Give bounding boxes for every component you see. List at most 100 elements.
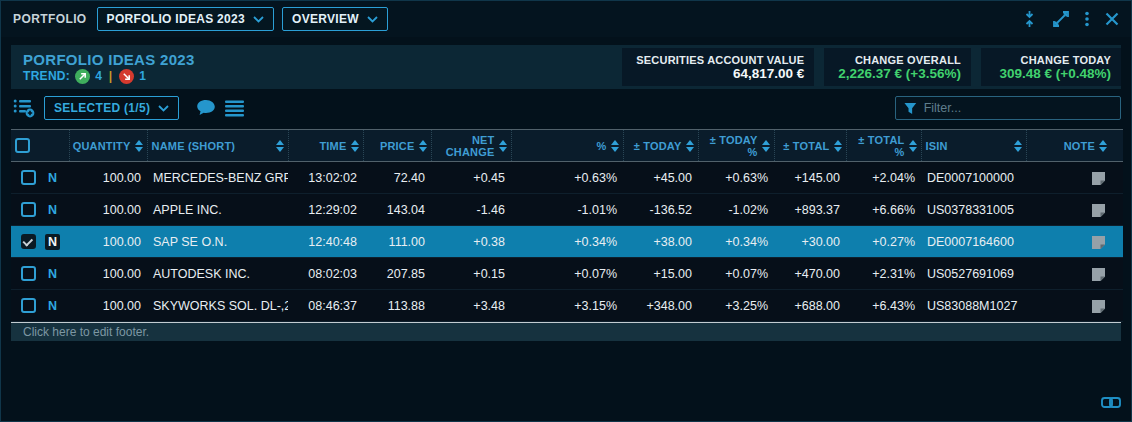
table-row[interactable]: N 100.00 AUTODESK INC. 08:02:03 207.85 +… [11, 258, 1123, 290]
stat-value: 309.48 € (+0.48%) [995, 66, 1111, 81]
cell-today: -136.52 [623, 194, 698, 226]
comment-icon[interactable] [196, 99, 216, 117]
row-checkbox[interactable] [21, 266, 36, 281]
add-to-list-icon[interactable] [13, 98, 35, 118]
view-dropdown-value: OVERVIEW [292, 12, 359, 26]
cell-total-pct: +6.66% [846, 194, 921, 226]
col-header-pct[interactable]: % [511, 130, 623, 162]
sort-icon[interactable] [1099, 140, 1107, 152]
cell-isin: US0378331005 [921, 194, 1026, 226]
chevron-down-icon [367, 16, 378, 23]
selected-dropdown[interactable]: SELECTED (1/5) [44, 96, 179, 120]
row-flag[interactable]: N [45, 202, 60, 218]
cell-name: AUTODESK INC. [147, 258, 288, 290]
cell-today-pct: +0.07% [698, 258, 774, 290]
col-label: NAME (SHORT) [152, 140, 236, 152]
portfolio-dropdown[interactable]: PORFOLIO IDEAS 2023 [97, 7, 274, 31]
row-checkbox[interactable] [21, 170, 36, 185]
link-icon[interactable] [1101, 395, 1121, 413]
cell-net-change: +0.45 [431, 162, 511, 194]
cell-net-change: +3.48 [431, 290, 511, 322]
cell-note [1026, 194, 1123, 226]
cell-isin: US0527691069 [921, 258, 1026, 290]
selected-dropdown-value: SELECTED (1/5) [54, 101, 150, 115]
table-row[interactable]: N 100.00 SAP SE O.N. 12:40:48 111.00 +0.… [11, 226, 1123, 258]
col-header-today-pct[interactable]: ± TODAY % [698, 130, 774, 162]
row-checkbox[interactable] [21, 234, 36, 249]
col-header-total[interactable]: ± TOTAL [774, 130, 846, 162]
sort-icon[interactable] [834, 140, 842, 152]
note-icon[interactable] [1092, 170, 1105, 184]
cell-total: +470.00 [774, 258, 846, 290]
view-dropdown[interactable]: OVERVIEW [282, 7, 388, 31]
col-header-time[interactable]: TIME [288, 130, 363, 162]
cell-price: 111.00 [363, 226, 431, 258]
col-header-net-change[interactable]: NET CHANGE [431, 130, 511, 162]
footer-edit-bar[interactable]: Click here to edit footer. [11, 323, 1121, 341]
list-menu-icon[interactable] [225, 100, 244, 117]
cell-today: +348.00 [623, 290, 698, 322]
trend-up-count: 4 [95, 69, 102, 83]
cell-pct: -1.01% [511, 194, 623, 226]
col-label: PRICE [380, 140, 415, 152]
col-header-select [11, 130, 69, 162]
cell-today-pct: +3.25% [698, 290, 774, 322]
close-icon[interactable] [1105, 12, 1119, 26]
filter-field[interactable] [895, 96, 1121, 120]
sort-icon[interactable] [611, 140, 619, 152]
positions-table: QUANTITY NAME (SHORT) TIME PRICE NET CHA… [11, 129, 1123, 322]
expand-icon[interactable] [1053, 11, 1069, 27]
sort-icon[interactable] [499, 140, 507, 152]
note-icon[interactable] [1092, 266, 1105, 280]
cell-time: 13:02:02 [288, 162, 363, 194]
trend-down-icon [119, 69, 134, 84]
cell-net-change: +0.38 [431, 226, 511, 258]
chevron-down-icon [253, 16, 264, 23]
cell-quantity: 100.00 [69, 258, 147, 290]
row-checkbox[interactable] [21, 202, 36, 217]
row-flag[interactable]: N [45, 298, 60, 314]
table-row[interactable]: N 100.00 APPLE INC. 12:29:02 143.04 -1.4… [11, 194, 1123, 226]
row-flag[interactable]: N [45, 170, 60, 186]
filter-input[interactable] [924, 101, 1112, 115]
note-icon[interactable] [1092, 234, 1105, 248]
kebab-menu-icon[interactable] [1085, 11, 1089, 27]
note-icon[interactable] [1092, 298, 1105, 312]
cell-pct: +0.63% [511, 162, 623, 194]
col-header-today[interactable]: ± TODAY [623, 130, 698, 162]
sort-icon[interactable] [351, 140, 359, 152]
col-label: ± TODAY % [703, 134, 758, 158]
table-row[interactable]: N 100.00 MERCEDES-BENZ GRP … 13:02:02 72… [11, 162, 1123, 194]
col-label: NET CHANGE [443, 134, 495, 158]
sort-icon[interactable] [762, 140, 770, 152]
title-bar: PORTFOLIO PORFOLIO IDEAS 2023 OVERVIEW [1, 1, 1131, 37]
cell-total: +688.00 [774, 290, 846, 322]
sort-icon[interactable] [135, 140, 143, 152]
account-stats: SECURITIES ACCOUNT VALUE 64,817.00 € CHA… [622, 48, 1121, 86]
portfolio-window: PORTFOLIO PORFOLIO IDEAS 2023 OVERVIEW [0, 0, 1132, 422]
stat-value: 64,817.00 € [636, 66, 804, 81]
cell-quantity: 100.00 [69, 290, 147, 322]
sort-icon[interactable] [1014, 140, 1022, 152]
row-checkbox[interactable] [21, 298, 36, 313]
sort-icon[interactable] [686, 140, 694, 152]
col-header-total-pct[interactable]: ± TOTAL % [846, 130, 921, 162]
cell-name: APPLE INC. [147, 194, 288, 226]
footer-hint: Click here to edit footer. [23, 325, 149, 339]
select-all-checkbox[interactable] [15, 138, 30, 153]
collapse-icon[interactable] [1022, 11, 1037, 27]
sort-icon[interactable] [276, 140, 284, 152]
sort-icon[interactable] [909, 140, 917, 152]
row-flag[interactable]: N [45, 234, 60, 250]
col-header-quantity[interactable]: QUANTITY [69, 130, 147, 162]
col-label: ± TOTAL % [851, 134, 905, 158]
row-flag[interactable]: N [45, 266, 60, 282]
col-header-note[interactable]: NOTE [1026, 130, 1123, 162]
table-row[interactable]: N 100.00 SKYWORKS SOL. DL-,25 08:46:37 1… [11, 290, 1123, 322]
sort-icon[interactable] [419, 140, 427, 152]
col-header-price[interactable]: PRICE [363, 130, 431, 162]
col-header-name[interactable]: NAME (SHORT) [147, 130, 288, 162]
col-header-isin[interactable]: ISIN [921, 130, 1026, 162]
note-icon[interactable] [1092, 202, 1105, 216]
cell-total-pct: +6.43% [846, 290, 921, 322]
